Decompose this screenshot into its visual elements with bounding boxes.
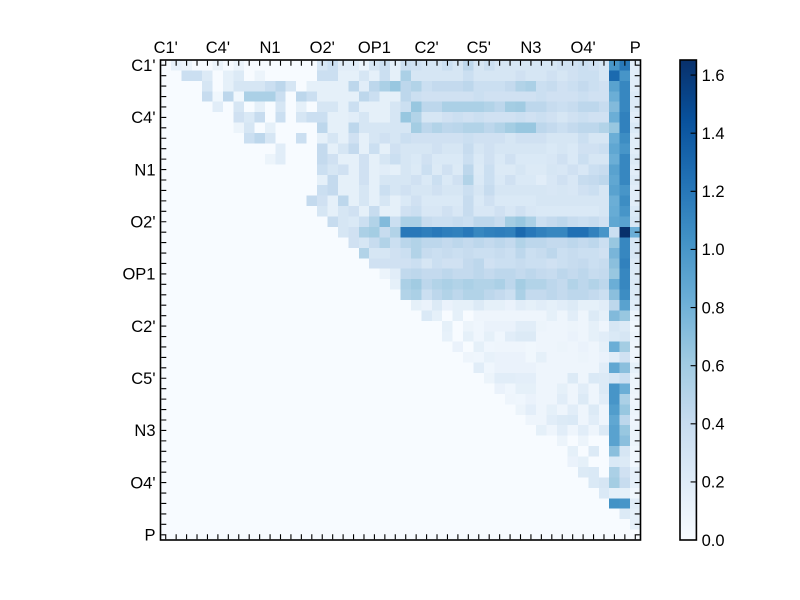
svg-text:O4': O4' [571, 39, 596, 57]
svg-text:0.8: 0.8 [702, 299, 725, 317]
svg-text:C5': C5' [131, 370, 155, 388]
svg-text:1.6: 1.6 [702, 67, 725, 85]
svg-text:C2': C2' [414, 39, 438, 57]
svg-text:OP1: OP1 [358, 39, 391, 57]
svg-text:0.6: 0.6 [702, 357, 725, 375]
svg-text:C4': C4' [131, 109, 155, 127]
svg-text:1.4: 1.4 [702, 125, 725, 143]
svg-text:O4': O4' [130, 474, 155, 492]
svg-text:OP1: OP1 [122, 266, 155, 284]
svg-text:C1': C1' [131, 57, 155, 75]
svg-text:0.4: 0.4 [702, 416, 725, 434]
svg-text:C5': C5' [467, 39, 491, 57]
svg-text:C1': C1' [154, 39, 178, 57]
svg-text:N3: N3 [520, 39, 541, 57]
svg-text:0.2: 0.2 [702, 474, 725, 492]
svg-text:1.0: 1.0 [702, 241, 725, 259]
svg-text:0.0: 0.0 [702, 532, 725, 550]
svg-text:N1: N1 [134, 161, 155, 179]
svg-text:N3: N3 [134, 422, 155, 440]
svg-text:N1: N1 [260, 39, 281, 57]
svg-text:C4': C4' [206, 39, 230, 57]
svg-text:1.2: 1.2 [702, 183, 725, 201]
svg-text:P: P [630, 39, 641, 57]
svg-text:O2': O2' [130, 214, 155, 232]
svg-text:P: P [144, 527, 155, 545]
svg-text:O2': O2' [310, 39, 335, 57]
svg-text:C2': C2' [131, 318, 155, 336]
